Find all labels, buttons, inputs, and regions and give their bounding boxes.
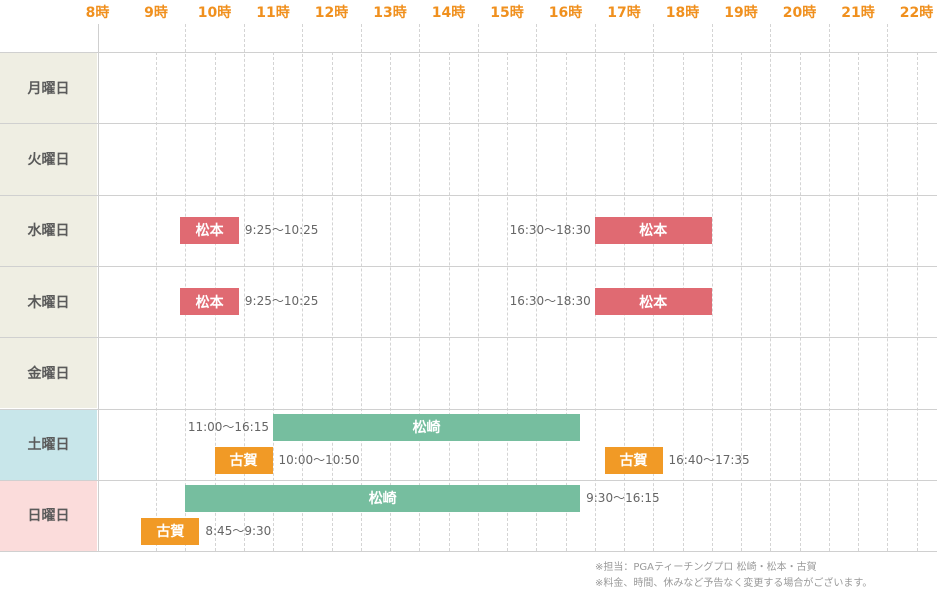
lesson-time: 9:30〜16:15	[586, 490, 660, 505]
row-divider	[0, 52, 937, 53]
lesson-time: 10:00〜10:50	[278, 452, 360, 467]
hour-label: 12時	[314, 5, 349, 21]
day-label: 水曜日	[0, 194, 97, 266]
hour-label: 18時	[665, 5, 700, 21]
lesson-block[interactable]: 松本	[594, 288, 712, 316]
hour-gridline	[858, 52, 859, 552]
hour-label: 19時	[724, 5, 758, 21]
hour-gridline	[477, 24, 479, 552]
hour-gridline	[185, 24, 186, 552]
lesson-time: 16:40〜17:35	[668, 452, 750, 467]
hour-label: 9時	[144, 5, 168, 21]
hour-gridline	[507, 52, 508, 552]
hour-label: 22時	[899, 5, 934, 21]
row-divider	[0, 479, 937, 481]
lesson-time: 11:00〜16:15	[187, 419, 269, 434]
hour-gridline	[653, 24, 654, 552]
hour-label: 10時	[197, 5, 232, 21]
lesson-time: 9:25〜10:25	[244, 294, 319, 309]
day-label: 月曜日	[0, 52, 97, 124]
lesson-block[interactable]: 古賀	[141, 517, 200, 545]
row-divider	[0, 551, 937, 553]
row-divider	[0, 265, 937, 267]
lesson-block[interactable]: 古賀	[604, 446, 663, 474]
hour-gridline	[536, 24, 537, 552]
lesson-block[interactable]: 松崎	[185, 484, 581, 512]
hour-gridline	[711, 24, 713, 552]
day-label: 金曜日	[0, 337, 97, 409]
hour-label: 11時	[256, 5, 290, 21]
row-divider	[0, 337, 937, 339]
hour-label: 21時	[841, 5, 875, 21]
hour-gridline	[887, 24, 888, 552]
hour-gridline	[156, 52, 157, 552]
row-divider	[0, 123, 937, 125]
lesson-time: 16:30〜18:30	[509, 294, 591, 309]
hour-label: 14時	[431, 5, 466, 21]
hour-gridline	[419, 24, 420, 552]
lesson-block[interactable]: 松本	[180, 288, 239, 316]
day-label: 木曜日	[0, 265, 97, 338]
hour-gridline	[390, 52, 391, 552]
lesson-time: 16:30〜18:30	[509, 222, 591, 237]
hour-label: 20時	[782, 5, 817, 21]
hour-gridline	[770, 24, 771, 552]
lesson-block[interactable]: 古賀	[214, 446, 273, 474]
hour-gridline	[243, 24, 245, 552]
day-label: 火曜日	[0, 123, 97, 195]
hour-gridline	[565, 52, 567, 552]
hour-label: 15時	[490, 5, 524, 21]
lesson-block[interactable]: 松本	[594, 216, 712, 244]
hour-gridline	[916, 52, 918, 552]
hour-gridline	[360, 24, 362, 552]
hour-gridline	[331, 52, 333, 552]
row-divider	[0, 408, 937, 410]
day-label: 土曜日	[0, 408, 97, 480]
day-label: 日曜日	[0, 479, 97, 552]
hour-label: 16時	[548, 5, 583, 21]
hour-gridline	[273, 52, 274, 552]
lesson-block[interactable]: 松本	[180, 216, 239, 244]
lesson-block[interactable]: 松崎	[273, 413, 581, 441]
hour-gridline	[799, 52, 801, 552]
lesson-time: 9:25〜10:25	[244, 222, 319, 237]
hour-gridline	[302, 24, 303, 552]
row-divider	[0, 194, 937, 196]
hour-label: 13時	[373, 5, 407, 21]
instructor-note: ※担当：PGAティーチングプロ 松崎・松本・古賀	[595, 562, 817, 573]
hour-gridline	[97, 24, 99, 552]
hour-label: 8時	[85, 5, 110, 21]
hour-gridline	[594, 24, 596, 552]
hour-gridline	[828, 24, 830, 552]
change-notice: ※料金、時間、休みなど予告なく変更する場合がございます。	[595, 578, 873, 589]
hour-gridline	[741, 52, 742, 552]
hour-gridline	[448, 52, 450, 552]
hour-label: 17時	[607, 5, 641, 21]
lesson-time: 8:45〜9:30	[205, 523, 272, 538]
